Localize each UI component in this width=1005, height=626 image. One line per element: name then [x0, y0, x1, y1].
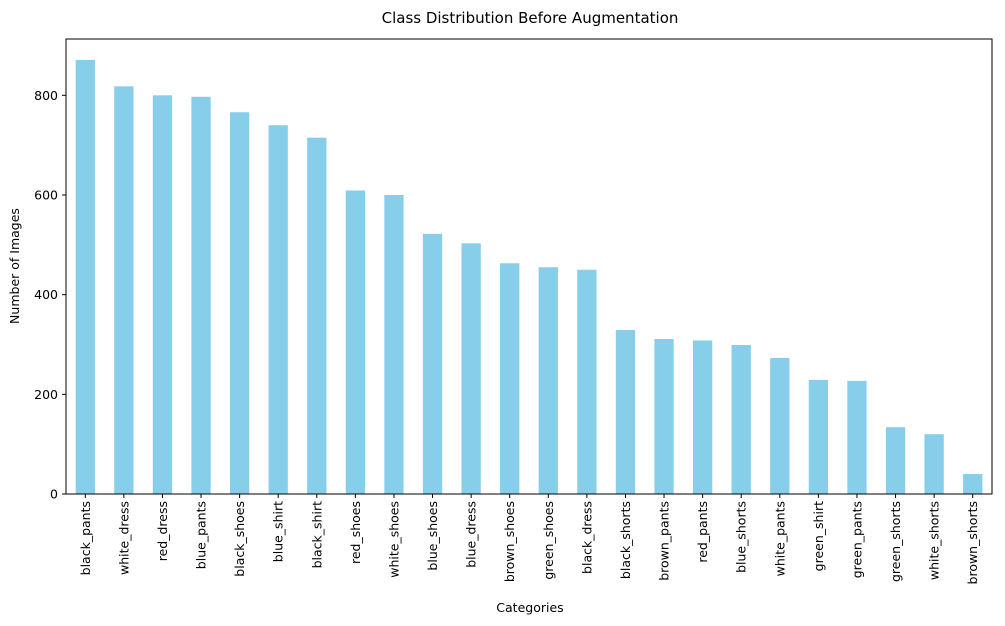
x-tick-label: green_shoes	[541, 501, 556, 580]
x-tick-label: green_shirt	[811, 501, 826, 571]
y-axis-title: Number of Images	[7, 208, 22, 324]
x-tick-label: blue_shirt	[271, 501, 286, 562]
y-tick-label: 400	[34, 287, 58, 302]
bar-brown-shoes	[500, 263, 520, 494]
bar-blue-dress	[461, 243, 481, 494]
x-tick-label: black_shirt	[309, 501, 324, 568]
bar-white-dress	[114, 86, 134, 494]
bar-black-shoes	[229, 112, 250, 495]
bar-red-dress	[152, 95, 173, 495]
bar-green-pants	[847, 380, 867, 494]
bar-blue-shorts	[731, 344, 751, 494]
bar-green-shorts	[885, 427, 906, 494]
x-tick-label: red_shoes	[348, 501, 363, 564]
y-tick-label: 600	[34, 187, 58, 202]
x-tick-label: black_shorts	[618, 501, 633, 579]
x-tick-label: green_shorts	[888, 501, 903, 582]
bars-group	[75, 59, 983, 495]
x-tick-label: black_dress	[579, 501, 594, 574]
x-axis-title: Categories	[496, 600, 563, 615]
x-tick-label: green_pants	[849, 501, 864, 578]
y-tick-label: 800	[34, 88, 58, 103]
bar-blue-shirt	[268, 125, 288, 495]
bar-brown-pants	[654, 339, 674, 494]
y-axis: 0 200 400 600 800	[34, 88, 66, 502]
y-tick-label: 200	[34, 387, 58, 402]
x-tick-label: blue_shoes	[425, 501, 440, 571]
x-tick-label: brown_pants	[657, 501, 672, 581]
x-tick-label: red_pants	[695, 501, 710, 563]
x-axis: black_pants white_dress red_dress blue_pant…	[78, 494, 980, 584]
x-tick-label: red_dress	[155, 501, 170, 561]
bar-red-pants	[692, 340, 713, 494]
bar-brown-shorts	[963, 474, 983, 494]
y-tick-label: 0	[50, 487, 58, 502]
x-tick-label: blue_pants	[194, 501, 209, 569]
plot-frame	[65, 38, 993, 495]
x-tick-label: white_shorts	[927, 501, 942, 580]
bar-green-shoes	[538, 267, 558, 494]
bar-white-pants	[770, 357, 790, 494]
x-tick-label: brown_shorts	[965, 501, 980, 584]
bar-black-shorts	[615, 330, 636, 494]
bar-white-shoes	[384, 194, 404, 494]
bar-green-shirt	[808, 379, 829, 494]
bar-blue-pants	[191, 96, 211, 494]
bar-black-shirt	[307, 137, 327, 495]
x-tick-label: black_shoes	[232, 501, 247, 577]
x-tick-label: blue_dress	[464, 501, 479, 568]
x-tick-label: blue_shorts	[734, 501, 749, 573]
bar-red-shoes	[345, 190, 366, 494]
x-tick-label: white_shoes	[386, 501, 401, 578]
x-tick-label: white_pants	[772, 501, 787, 576]
chart-title: Class Distribution Before Augmentation	[382, 9, 679, 27]
bar-blue-shoes	[422, 233, 443, 494]
x-tick-label: brown_shoes	[502, 501, 517, 582]
x-tick-label: black_pants	[78, 501, 93, 575]
x-tick-label: white_dress	[116, 501, 131, 575]
bar-black-pants	[75, 59, 95, 494]
bar-black-dress	[577, 269, 597, 494]
bar-white-shorts	[924, 434, 944, 494]
